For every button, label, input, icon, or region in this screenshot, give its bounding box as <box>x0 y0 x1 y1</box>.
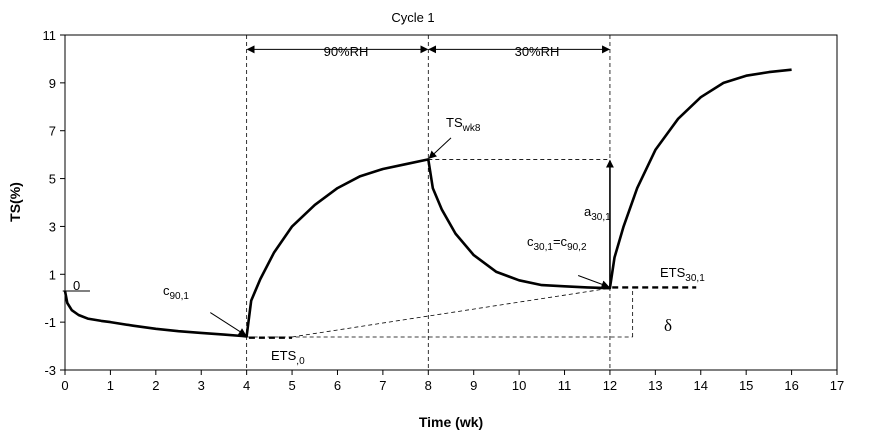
x-tick-label: 0 <box>61 378 68 393</box>
x-tick-label: 1 <box>107 378 114 393</box>
c90-pointer-arrow <box>210 312 247 336</box>
ets30-label: ETS30,1 <box>660 265 705 284</box>
x-tick-label: 4 <box>243 378 250 393</box>
y-tick-label: -1 <box>44 315 56 330</box>
c90-label: c90,1 <box>163 283 189 302</box>
x-tick-label: 6 <box>334 378 341 393</box>
x-tick-label: 17 <box>830 378 844 393</box>
y-tick-label: 9 <box>49 76 56 91</box>
zero-level-label: 0 <box>73 278 80 293</box>
tswk8-label: TSwk8 <box>446 115 481 134</box>
y-tick-label: 11 <box>43 28 57 43</box>
y-tick-label: 7 <box>49 124 56 139</box>
segment-label-90rh: 90%RH <box>324 44 369 59</box>
annotation-layer <box>210 45 614 336</box>
x-tick-label: 16 <box>784 378 798 393</box>
series-layer <box>63 68 792 338</box>
y-tick-label: 3 <box>49 219 56 234</box>
x-tick-label: 14 <box>694 378 708 393</box>
c30-pointer-arrow <box>577 275 610 289</box>
x-tick-label: 7 <box>379 378 386 393</box>
c30-label: c30,1=c90,2 <box>527 234 587 253</box>
x-tick-label: 3 <box>198 378 205 393</box>
guide-lines <box>62 35 697 370</box>
a30-label: a30,1 <box>584 204 611 223</box>
ets0-label: ETS,0 <box>271 348 305 367</box>
ets-trend-line <box>291 287 611 338</box>
tswk8-pointer-arrow <box>428 137 452 159</box>
y-tick-label: 5 <box>49 172 56 187</box>
y-tick-label: 1 <box>49 267 56 282</box>
segment-label-30rh: 30%RH <box>515 44 560 59</box>
series-line <box>63 68 792 338</box>
x-tick-label: 11 <box>558 378 572 393</box>
x-tick-label: 13 <box>648 378 662 393</box>
delta-label: δ <box>664 316 672 335</box>
x-tick-label: 9 <box>470 378 477 393</box>
chart-title: Cycle 1 <box>391 10 434 25</box>
x-tick-label: 2 <box>152 378 159 393</box>
x-tick-label: 15 <box>739 378 753 393</box>
x-tick-label: 5 <box>288 378 295 393</box>
plot-frame <box>64 34 838 371</box>
x-tick-label: 12 <box>603 378 617 393</box>
x-tick-label: 10 <box>512 378 526 393</box>
x-axis-title: Time (wk) <box>419 414 483 430</box>
y-axis-title: TS(%) <box>7 182 23 222</box>
y-tick-label: -3 <box>44 363 56 378</box>
x-tick-label: 8 <box>425 378 432 393</box>
